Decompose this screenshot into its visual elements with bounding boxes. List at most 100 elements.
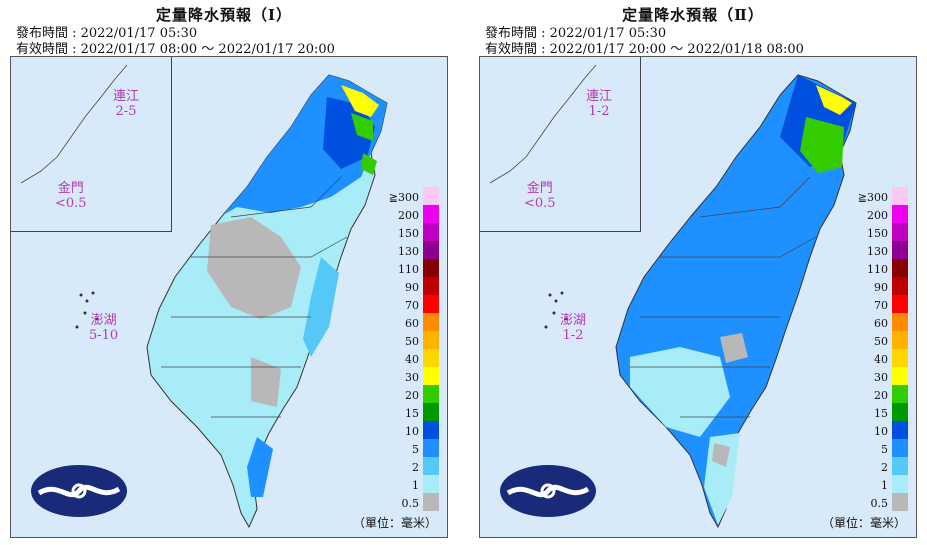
legend-swatch: [423, 385, 439, 403]
issue-time: 發布時間 : 2022/01/17 05:30: [485, 26, 667, 41]
legend-label: 110: [867, 263, 888, 276]
legend-swatch: [892, 205, 908, 223]
cwb-logo: [500, 465, 596, 517]
legend-label: 150: [398, 227, 419, 240]
legend-row: 150: [398, 223, 447, 241]
map-frame: 連江 1-2 金門 <0.5 澎湖 1-2 ≧300 200 150 130 110 90…: [479, 56, 917, 538]
legend-row: 60: [874, 313, 916, 331]
legend-swatch: [892, 187, 908, 205]
forecast-panel-1: 定量降水預報（Ⅰ） 發布時間 : 2022/01/17 05:30 有效時間 :…: [0, 0, 448, 545]
island-matsu: 連江 2-5: [113, 89, 140, 119]
legend-label: 1: [412, 479, 419, 492]
taiwan-rain-map: [544, 74, 857, 529]
legend-label: ≧300: [857, 191, 888, 204]
legend-row: 2: [411, 457, 447, 475]
island-matsu: 連江 1-2: [586, 89, 613, 119]
legend-row: 130: [398, 241, 447, 259]
legend-swatch: [423, 241, 439, 259]
legend-row: 0.5: [402, 493, 447, 511]
legend-label: 20: [874, 389, 888, 402]
legend-row: 20: [405, 385, 447, 403]
legend-swatch: [423, 439, 439, 457]
legend-swatch: [423, 277, 439, 295]
legend-swatch: [892, 475, 908, 493]
legend-label: 2: [412, 461, 419, 474]
legend-swatch: [892, 385, 908, 403]
legend-label: 70: [405, 299, 419, 312]
legend-row: 40: [874, 349, 916, 367]
legend-swatch: [423, 493, 439, 511]
legend-label: 30: [405, 371, 419, 384]
legend-swatch: [423, 295, 439, 313]
legend-label: 15: [405, 407, 419, 420]
legend-row: 50: [874, 331, 916, 349]
forecast-panel-2: 定量降水預報（Ⅱ） 發布時間 : 2022/01/17 05:30 有效時間 :…: [469, 0, 917, 545]
legend-row: 90: [874, 277, 916, 295]
legend-swatch: [423, 223, 439, 241]
island-penghu: 澎湖 1-2: [560, 313, 587, 343]
island-kinmen: 金門 <0.5: [524, 181, 556, 211]
outer-islands-inset: 連江 1-2 金門 <0.5: [480, 57, 641, 232]
legend-row: ≧300: [389, 187, 447, 205]
legend-swatch: [892, 313, 908, 331]
legend-swatch: [892, 295, 908, 313]
legend-label: 1: [881, 479, 888, 492]
legend-swatch: [423, 187, 439, 205]
legend-label: 20: [405, 389, 419, 402]
map-frame: 連江 2-5 金門 <0.5 澎湖 5-10 ≧300 200 150 130 110 9…: [10, 56, 448, 538]
panel-title: 定量降水預報（Ⅰ）: [155, 6, 293, 24]
legend-label: 90: [874, 281, 888, 294]
legend-label: 200: [398, 209, 419, 222]
legend-swatch: [423, 331, 439, 349]
legend-swatch: [892, 457, 908, 475]
legend-row: 1: [411, 475, 447, 493]
legend-label: 40: [405, 353, 419, 366]
valid-time: 有效時間 : 2022/01/17 20:00 ～ 2022/01/18 08:…: [485, 42, 804, 57]
legend-label: 70: [874, 299, 888, 312]
legend-label: 5: [412, 443, 419, 456]
legend-label: 130: [398, 245, 419, 258]
legend-row: 15: [874, 403, 916, 421]
legend-row: 90: [405, 277, 447, 295]
legend-row: 110: [867, 259, 916, 277]
taiwan-rain-map: [75, 74, 388, 529]
unit-label: （單位：毫米）: [821, 516, 906, 530]
legend-swatch: [892, 493, 908, 511]
legend-label: ≧300: [388, 191, 419, 204]
legend-label: 40: [874, 353, 888, 366]
legend-label: 0.5: [870, 497, 889, 510]
island-penghu: 澎湖 5-10: [89, 313, 119, 343]
legend-swatch: [423, 313, 439, 331]
legend-swatch: [423, 475, 439, 493]
legend-label: 15: [874, 407, 888, 420]
legend-swatch: [892, 403, 908, 421]
legend-row: 1: [880, 475, 916, 493]
legend-swatch: [892, 439, 908, 457]
penghu-islands: [544, 291, 568, 329]
legend-label: 110: [398, 263, 419, 276]
legend-swatch: [892, 259, 908, 277]
cwb-logo: [31, 465, 127, 517]
legend-row: 70: [405, 295, 447, 313]
legend-label: 50: [405, 335, 419, 348]
legend-swatch: [892, 367, 908, 385]
legend-label: 60: [874, 317, 888, 330]
legend-row: 30: [874, 367, 916, 385]
legend-row: 40: [405, 349, 447, 367]
legend-row: 0.5: [871, 493, 916, 511]
legend-swatch: [892, 349, 908, 367]
legend-swatch: [423, 403, 439, 421]
legend-row: 110: [398, 259, 447, 277]
legend-row: 130: [867, 241, 916, 259]
legend-row: 5: [411, 439, 447, 457]
legend-label: 10: [405, 425, 419, 438]
legend-row: 200: [867, 205, 916, 223]
legend-row: 150: [867, 223, 916, 241]
legend-row: 60: [405, 313, 447, 331]
island-kinmen: 金門 <0.5: [55, 181, 87, 211]
legend-swatch: [423, 259, 439, 277]
legend-row: 30: [405, 367, 447, 385]
legend-label: 60: [405, 317, 419, 330]
legend-row: 10: [874, 421, 916, 439]
legend-label: 150: [867, 227, 888, 240]
